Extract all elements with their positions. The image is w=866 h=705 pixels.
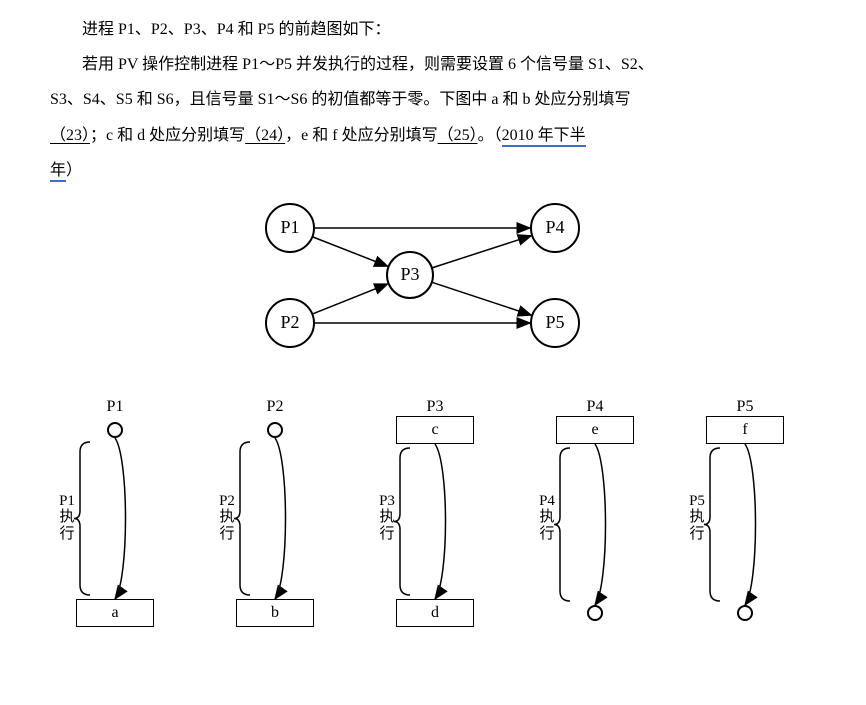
flowchart-row: P1 a P1执行 P2 b P2执行 P3c d P3执行 P4e P4执行 P5f P5执行 xyxy=(0,388,866,648)
flow-top-box-p3: c xyxy=(396,416,474,444)
graph-node-p4: P4 xyxy=(530,203,580,253)
year-part: 2010 年下半 xyxy=(502,127,586,147)
graph-node-p2: P2 xyxy=(265,298,315,348)
flow-bottom-box-p3: d xyxy=(396,599,474,627)
flow-exec-label-p5: P5执行 xyxy=(687,493,707,543)
flow-exec-label-p4: P4执行 xyxy=(537,493,557,543)
line-2b-text: S3、S4、S5 和 S6，且信号量 S1～S6 的初值都等于零。下图中 a 和… xyxy=(50,91,631,108)
flow-end-circle-p5 xyxy=(737,605,753,621)
flow-bottom-box-p2: b xyxy=(236,599,314,627)
graph-node-p1: P1 xyxy=(265,203,315,253)
flow-label-p1: P1 xyxy=(100,398,130,416)
flow-label-p4: P4 xyxy=(580,398,610,416)
flow-exec-label-p1: P1执行 xyxy=(57,493,77,543)
blank-23: （23） xyxy=(50,127,90,144)
graph-node-p5: P5 xyxy=(530,298,580,348)
line-3: （23）；c 和 d 处应分别填写（24），e 和 f 处应分别填写（25）。（… xyxy=(50,118,816,153)
flow-top-box-p4: e xyxy=(556,416,634,444)
blank-25: （25） xyxy=(438,127,478,144)
line-2b: S3、S4、S5 和 S6，且信号量 S1～S6 的初值都等于零。下图中 a 和… xyxy=(50,82,816,117)
blank-24: （24） xyxy=(245,127,285,144)
graph-edges xyxy=(0,193,866,383)
line-2a: 若用 PV 操作控制进程 P1～P5 并发执行的过程，则需要设置 6 个信号量 … xyxy=(50,47,816,82)
flow-label-p2: P2 xyxy=(260,398,290,416)
mid2: ，e 和 f 处应分别填写 xyxy=(285,127,437,144)
flow-top-box-p5: f xyxy=(706,416,784,444)
flow-end-circle-p4 xyxy=(587,605,603,621)
flow-exec-label-p3: P3执行 xyxy=(377,493,397,543)
flow-start-circle-p1 xyxy=(107,422,123,438)
graph-node-p3: P3 xyxy=(386,251,434,299)
flow-label-p3: P3 xyxy=(420,398,450,416)
period: 。（ xyxy=(478,127,502,144)
line-1: 进程 P1、P2、P3、P4 和 P5 的前趋图如下： xyxy=(50,12,816,47)
flow-bottom-box-p1: a xyxy=(76,599,154,627)
question-text: 进程 P1、P2、P3、P4 和 P5 的前趋图如下： 若用 PV 操作控制进程… xyxy=(0,0,866,188)
close-paren: ） xyxy=(66,162,82,179)
line-4: 年） xyxy=(50,153,816,188)
mid1: ；c 和 d 处应分别填写 xyxy=(90,127,245,144)
flow-label-p5: P5 xyxy=(730,398,760,416)
flow-start-circle-p2 xyxy=(267,422,283,438)
precedence-graph: P1 P2 P3 P4 P5 xyxy=(0,193,866,383)
flow-exec-label-p2: P2执行 xyxy=(217,493,237,543)
year-end: 年 xyxy=(50,162,66,182)
